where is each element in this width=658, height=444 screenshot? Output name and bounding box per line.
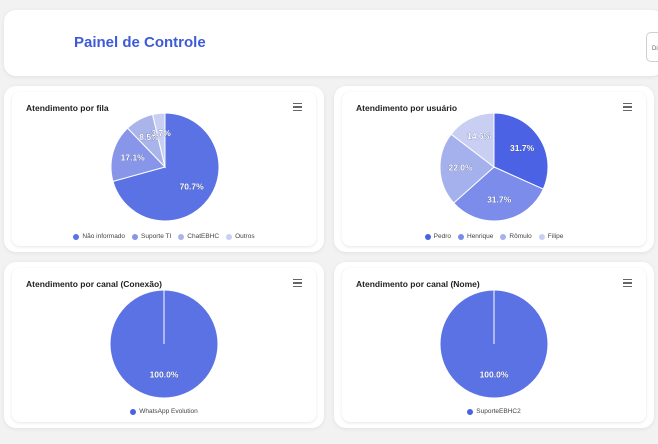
data-label-filipe: 14.6% [467, 131, 492, 141]
pie-chart: 100.0% [109, 289, 219, 399]
chart-legend: Pedro Henrique Rômulo Filipe [334, 233, 654, 240]
legend-item-nao-informado[interactable]: Não informado [73, 233, 125, 240]
data-label-whatsapp-evolution: 100.0% [150, 370, 179, 380]
chart-card-fila: Atendimento por fila 70.7% 17.1% 8.5% 3.7% … [4, 86, 324, 252]
chart-card-canal-conexao: Atendimento por canal (Conexão) 100.0% W… [4, 262, 324, 428]
legend-dot-icon [178, 233, 185, 240]
data-label-outros: 3.7% [151, 128, 171, 138]
hamburger-icon[interactable] [293, 103, 302, 111]
legend-item-suporte-ti[interactable]: Suporte TI [132, 233, 171, 240]
legend-label: Suporte TI [141, 233, 172, 240]
legend-label: WhatsApp Evolution [139, 408, 198, 415]
legend-item-suporteebhc2[interactable]: SuporteEBHC2 [467, 408, 521, 415]
data-label-suporte-ti: 17.1% [121, 152, 146, 162]
legend-item-whatsapp-evolution[interactable]: WhatsApp Evolution [130, 408, 198, 415]
pie-chart: 70.7% 17.1% 8.5%3.7% [110, 112, 220, 222]
legend-dot-icon [73, 233, 80, 240]
legend-dot-icon [458, 233, 464, 240]
legend-label: SuporteEBHC2 [476, 408, 521, 415]
pie-slice-pedro[interactable] [493, 112, 549, 190]
legend-dot-icon [467, 408, 474, 415]
chart-card-canal-nome: Atendimento por canal (Nome) 100.0% Supo… [334, 262, 654, 428]
date-field[interactable]: Di [646, 32, 658, 62]
legend-label: Filipe [547, 233, 564, 240]
pie-slice-suporte-ti[interactable] [110, 127, 166, 183]
page-title: Painel de Controle [74, 34, 206, 51]
data-label-pedro: 31.7% [510, 143, 535, 153]
legend-dot-icon [226, 233, 233, 240]
legend-label: Henrique [467, 233, 494, 240]
legend-item-chatebhc[interactable]: ChatEBHC [178, 233, 219, 240]
legend-item-pedro[interactable]: Pedro [424, 233, 451, 240]
hamburger-icon[interactable] [623, 279, 632, 287]
pie-slice-romulo[interactable] [439, 133, 495, 204]
legend-dot-icon [538, 233, 545, 240]
chart-card-usuario: Atendimento por usuário 31.7% 31.7% 22.0% 1… [334, 86, 654, 252]
header-panel: Painel de Controle Di [4, 10, 658, 76]
pie-slice-outros[interactable] [151, 112, 166, 168]
legend-dot-icon [132, 233, 139, 240]
card-title: Atendimento por canal (Nome) [356, 279, 480, 289]
data-label-nao-informado: 70.7% [180, 182, 205, 192]
legend-item-henrique[interactable]: Henrique [458, 233, 493, 240]
data-label-chatebhc: 8.5% [139, 132, 159, 142]
pie-slice-filipe[interactable] [450, 112, 495, 169]
legend-label: Pedro [433, 233, 451, 240]
data-label-suporteebhc2: 100.0% [480, 370, 509, 380]
legend-label: Outros [235, 233, 255, 240]
chart-legend: Não informado Suporte TI ChatEBHC Outros [4, 233, 324, 240]
data-label-henrique: 31.7% [487, 194, 512, 204]
hamburger-icon[interactable] [293, 279, 302, 287]
legend-label: Não informado [82, 233, 126, 240]
pie-chart: 31.7% 31.7% 22.0% 14.6% [439, 112, 549, 222]
card-title: Atendimento por usuário [356, 103, 458, 113]
legend-item-romulo[interactable]: Rômulo [500, 233, 532, 240]
legend-dot-icon [500, 233, 507, 240]
legend-dot-icon [130, 408, 137, 415]
pie-chart: 100.0% [439, 289, 549, 399]
legend-label: Rômulo [509, 233, 532, 240]
card-title: Atendimento por canal (Conexão) [26, 279, 163, 289]
legend-item-filipe[interactable]: Filipe [538, 233, 564, 240]
pie-slice-henrique[interactable] [453, 166, 544, 222]
pie-slice-nao-informado[interactable] [112, 112, 220, 222]
legend-dot-icon [424, 233, 431, 240]
chart-legend: WhatsApp Evolution [4, 408, 324, 415]
hamburger-icon[interactable] [623, 103, 632, 111]
card-title: Atendimento por fila [26, 103, 109, 113]
data-label-romulo: 22.0% [448, 163, 473, 173]
legend-label: ChatEBHC [187, 233, 220, 240]
chart-legend: SuporteEBHC2 [334, 408, 654, 415]
legend-item-outros[interactable]: Outros [226, 233, 255, 240]
